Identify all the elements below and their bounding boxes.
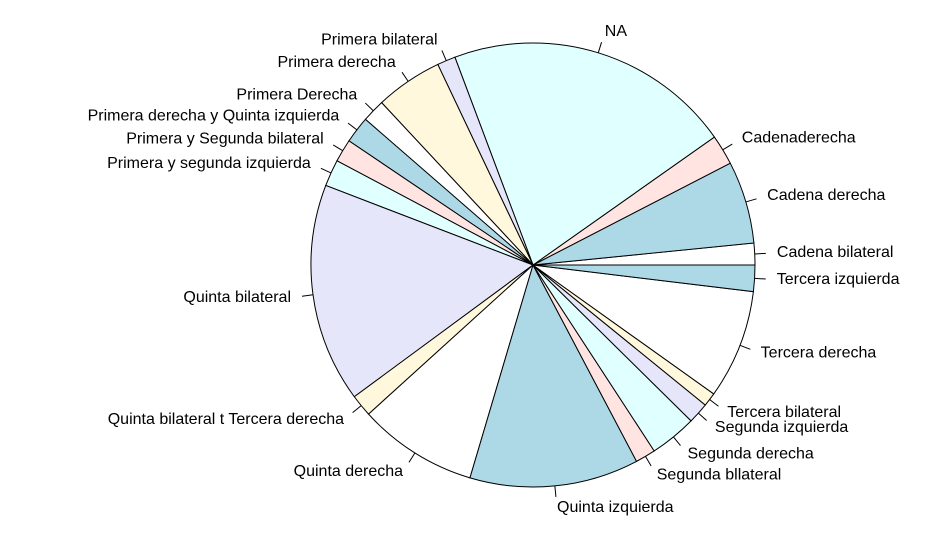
pie-slice (469, 263, 638, 488)
label-leader (401, 71, 409, 82)
slice-label: Primera y segunda izquierda (107, 155, 311, 172)
pie-slice (310, 184, 535, 398)
slice-label: Tercera derecha (761, 345, 877, 362)
label-leader (673, 436, 681, 446)
slice-label: Quinta izquierda (557, 499, 674, 516)
pie-slice (532, 264, 756, 293)
label-leader (754, 277, 766, 280)
slice-label: Primera bilateral (321, 31, 437, 48)
slice-label: Primera derecha y Quinta izquierda (88, 108, 340, 125)
label-leader (441, 50, 447, 61)
label-leader (352, 405, 362, 414)
label-leader (745, 198, 757, 203)
slice-label: Quinta derecha (294, 463, 404, 480)
slice-label: NA (605, 23, 628, 40)
label-leader (597, 42, 603, 53)
label-leader (698, 412, 707, 421)
label-leader (320, 167, 332, 174)
label-leader (754, 252, 766, 255)
slice-label: Cadena bilateral (777, 244, 894, 261)
label-leader (332, 144, 343, 152)
slice-label: Quinta bilateral (183, 289, 291, 306)
slice-label: Primera y Segunda bilateral (126, 130, 323, 147)
slice-label: Cadenaderecha (742, 130, 856, 147)
label-leader (364, 102, 374, 112)
slice-label: Primera derecha (277, 54, 395, 71)
pie-slice (532, 264, 754, 395)
slice-label: Segunda bllateral (657, 467, 782, 484)
label-leader (301, 294, 314, 297)
label-leader (347, 122, 358, 131)
slice-label: Segunda derecha (688, 445, 814, 462)
label-leader (408, 452, 416, 463)
label-leader (554, 485, 557, 498)
label-leader (645, 456, 652, 467)
slice-label: Tercera bilateral (727, 404, 841, 421)
slice-label: Segunda izquierda (715, 419, 849, 436)
slice-label: Cadena derecha (767, 187, 885, 204)
slice-label: Quinta bilateral t Tercera derecha (108, 411, 344, 428)
pie-slice (454, 42, 716, 266)
slice-label: Primera Derecha (236, 87, 357, 104)
label-leader (709, 399, 719, 407)
label-leader (722, 143, 733, 151)
label-leader (739, 344, 751, 350)
slice-label: Tercera izquierda (777, 271, 900, 288)
